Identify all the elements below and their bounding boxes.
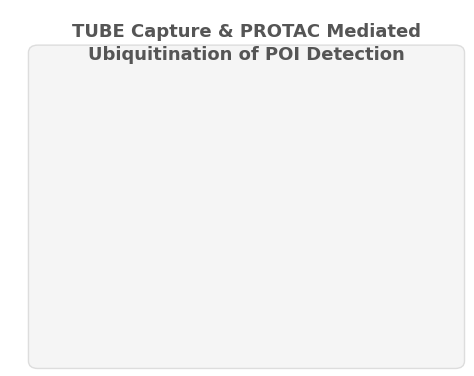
Ellipse shape (131, 127, 145, 196)
Circle shape (192, 31, 210, 128)
Ellipse shape (270, 20, 287, 109)
Circle shape (370, 169, 376, 201)
Text: No Target
Engagement: No Target Engagement (99, 316, 165, 337)
Ellipse shape (120, 133, 147, 255)
FancyBboxPatch shape (109, 214, 130, 295)
Ellipse shape (259, 20, 276, 109)
Text: E3: E3 (306, 102, 318, 111)
Circle shape (385, 224, 391, 256)
Text: Ternary Complex
Target Ubiquitylation: Ternary Complex Target Ubiquitylation (174, 219, 298, 247)
Ellipse shape (357, 138, 375, 224)
Ellipse shape (347, 118, 361, 187)
Text: Binary Complex
Hook Effect: Binary Complex Hook Effect (356, 316, 438, 337)
Text: TUBE Capture & PROTAC Mediated
Ubiquitination of POI Detection: TUBE Capture & PROTAC Mediated Ubiquitin… (72, 23, 421, 64)
Ellipse shape (343, 138, 360, 224)
Text: Ub: Ub (196, 76, 206, 82)
Ellipse shape (263, 13, 283, 115)
Text: E3: E3 (401, 236, 412, 245)
Text: POI: POI (264, 101, 283, 111)
Ellipse shape (133, 147, 150, 233)
Ellipse shape (345, 124, 372, 246)
Text: E3: E3 (114, 250, 125, 259)
Ellipse shape (123, 127, 137, 196)
Circle shape (290, 86, 297, 126)
Text: Ub: Ub (211, 57, 222, 63)
Circle shape (223, 22, 241, 119)
FancyBboxPatch shape (300, 61, 324, 151)
Text: POI: POI (351, 180, 367, 190)
Text: Ub: Ub (227, 67, 237, 73)
FancyBboxPatch shape (395, 200, 419, 281)
Ellipse shape (356, 118, 370, 187)
Ellipse shape (272, 45, 294, 158)
Circle shape (208, 11, 226, 108)
Text: Ub: Ub (240, 91, 251, 97)
Ellipse shape (126, 122, 142, 201)
Y-axis label: Ubiquitylation/Ternary Complex: Ubiquitylation/Ternary Complex (67, 94, 80, 304)
Ellipse shape (118, 147, 135, 233)
Text: POI: POI (126, 190, 142, 199)
Ellipse shape (351, 113, 367, 192)
X-axis label: Log (PROTAC), μM: Log (PROTAC), μM (192, 318, 334, 332)
Circle shape (237, 45, 255, 142)
Ellipse shape (255, 27, 291, 185)
Ellipse shape (252, 45, 275, 158)
